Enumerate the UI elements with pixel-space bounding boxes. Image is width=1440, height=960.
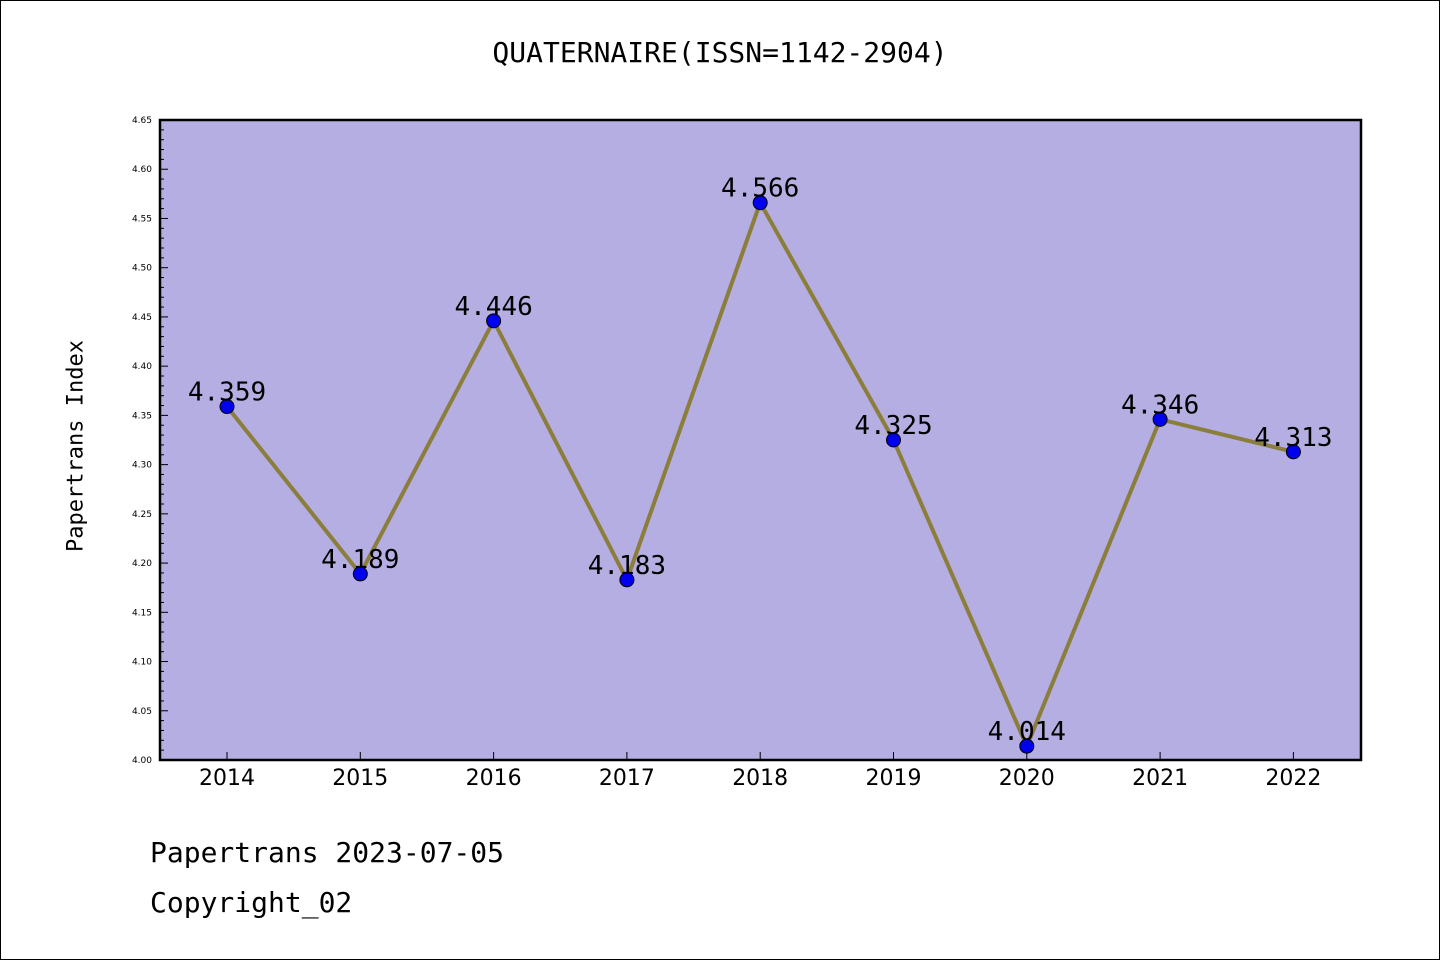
x-tick-label: 2019: [866, 766, 922, 791]
footer-copyright: Copyright_02: [150, 886, 353, 919]
x-tick-label: 2014: [199, 766, 255, 791]
chart-title: QUATERNAIRE(ISSN=1142-2904): [492, 36, 948, 69]
y-tick-label: 4.45: [132, 313, 152, 323]
x-tick-label: 2017: [599, 766, 655, 791]
footer-date: Papertrans 2023-07-05: [150, 836, 505, 869]
x-tick-label: 2022: [1265, 766, 1321, 791]
x-tick-label: 2021: [1132, 766, 1188, 791]
y-axis-label: Papertrans Index: [63, 340, 89, 552]
y-tick-label: 4.60: [132, 165, 152, 175]
y-axis-ticks: 4.00 4.05 4.10 4.15 4.20 4.25 4.30 4.35 4.40 4.45…: [132, 116, 168, 766]
y-tick-label: 4.00: [132, 756, 152, 766]
data-point: [219, 399, 235, 415]
data-label: 4.014: [988, 717, 1066, 747]
data-label: 4.313: [1254, 423, 1332, 453]
data-point: [1019, 738, 1035, 754]
series-group: 4.359 4.189 4.446 4.183 4.566 4.325 4.014 4.346…: [188, 174, 1333, 754]
data-label: 4.189: [321, 545, 399, 575]
data-point: [619, 572, 635, 588]
data-point: [1152, 411, 1168, 427]
data-label: 4.183: [588, 551, 666, 581]
plot-area: [160, 120, 1361, 760]
x-tick-label: 2016: [466, 766, 522, 791]
data-label: 4.446: [454, 292, 532, 322]
y-tick-label: 4.55: [132, 214, 152, 224]
data-point: [752, 195, 768, 211]
data-point: [352, 566, 368, 582]
data-label: 4.346: [1121, 390, 1199, 420]
x-tick-label: 2020: [999, 766, 1055, 791]
data-label: 4.325: [854, 411, 932, 441]
y-tick-label: 4.40: [132, 362, 152, 372]
data-point: [1285, 444, 1301, 460]
x-tick-label: 2018: [732, 766, 788, 791]
y-tick-label: 4.50: [132, 264, 152, 274]
plot-border: [158, 118, 1363, 762]
data-point: [886, 432, 901, 448]
y-tick-label: 4.20: [132, 559, 152, 569]
y-tick-label: 4.15: [132, 608, 152, 618]
y-tick-label: 4.30: [132, 461, 152, 471]
y-tick-label: 4.25: [132, 510, 152, 520]
y-tick-label: 4.05: [132, 707, 152, 717]
y-tick-label: 4.65: [132, 116, 152, 126]
y-tick-label: 4.10: [132, 658, 152, 668]
x-axis-ticks: 2014 2015 2016 2017 2018 2019 2020 2021 2022: [199, 752, 1321, 791]
x-tick-label: 2015: [332, 766, 388, 791]
data-label: 4.566: [721, 174, 799, 204]
y-tick-label: 4.35: [132, 411, 152, 421]
data-point: [486, 313, 502, 329]
data-label: 4.359: [188, 378, 266, 408]
